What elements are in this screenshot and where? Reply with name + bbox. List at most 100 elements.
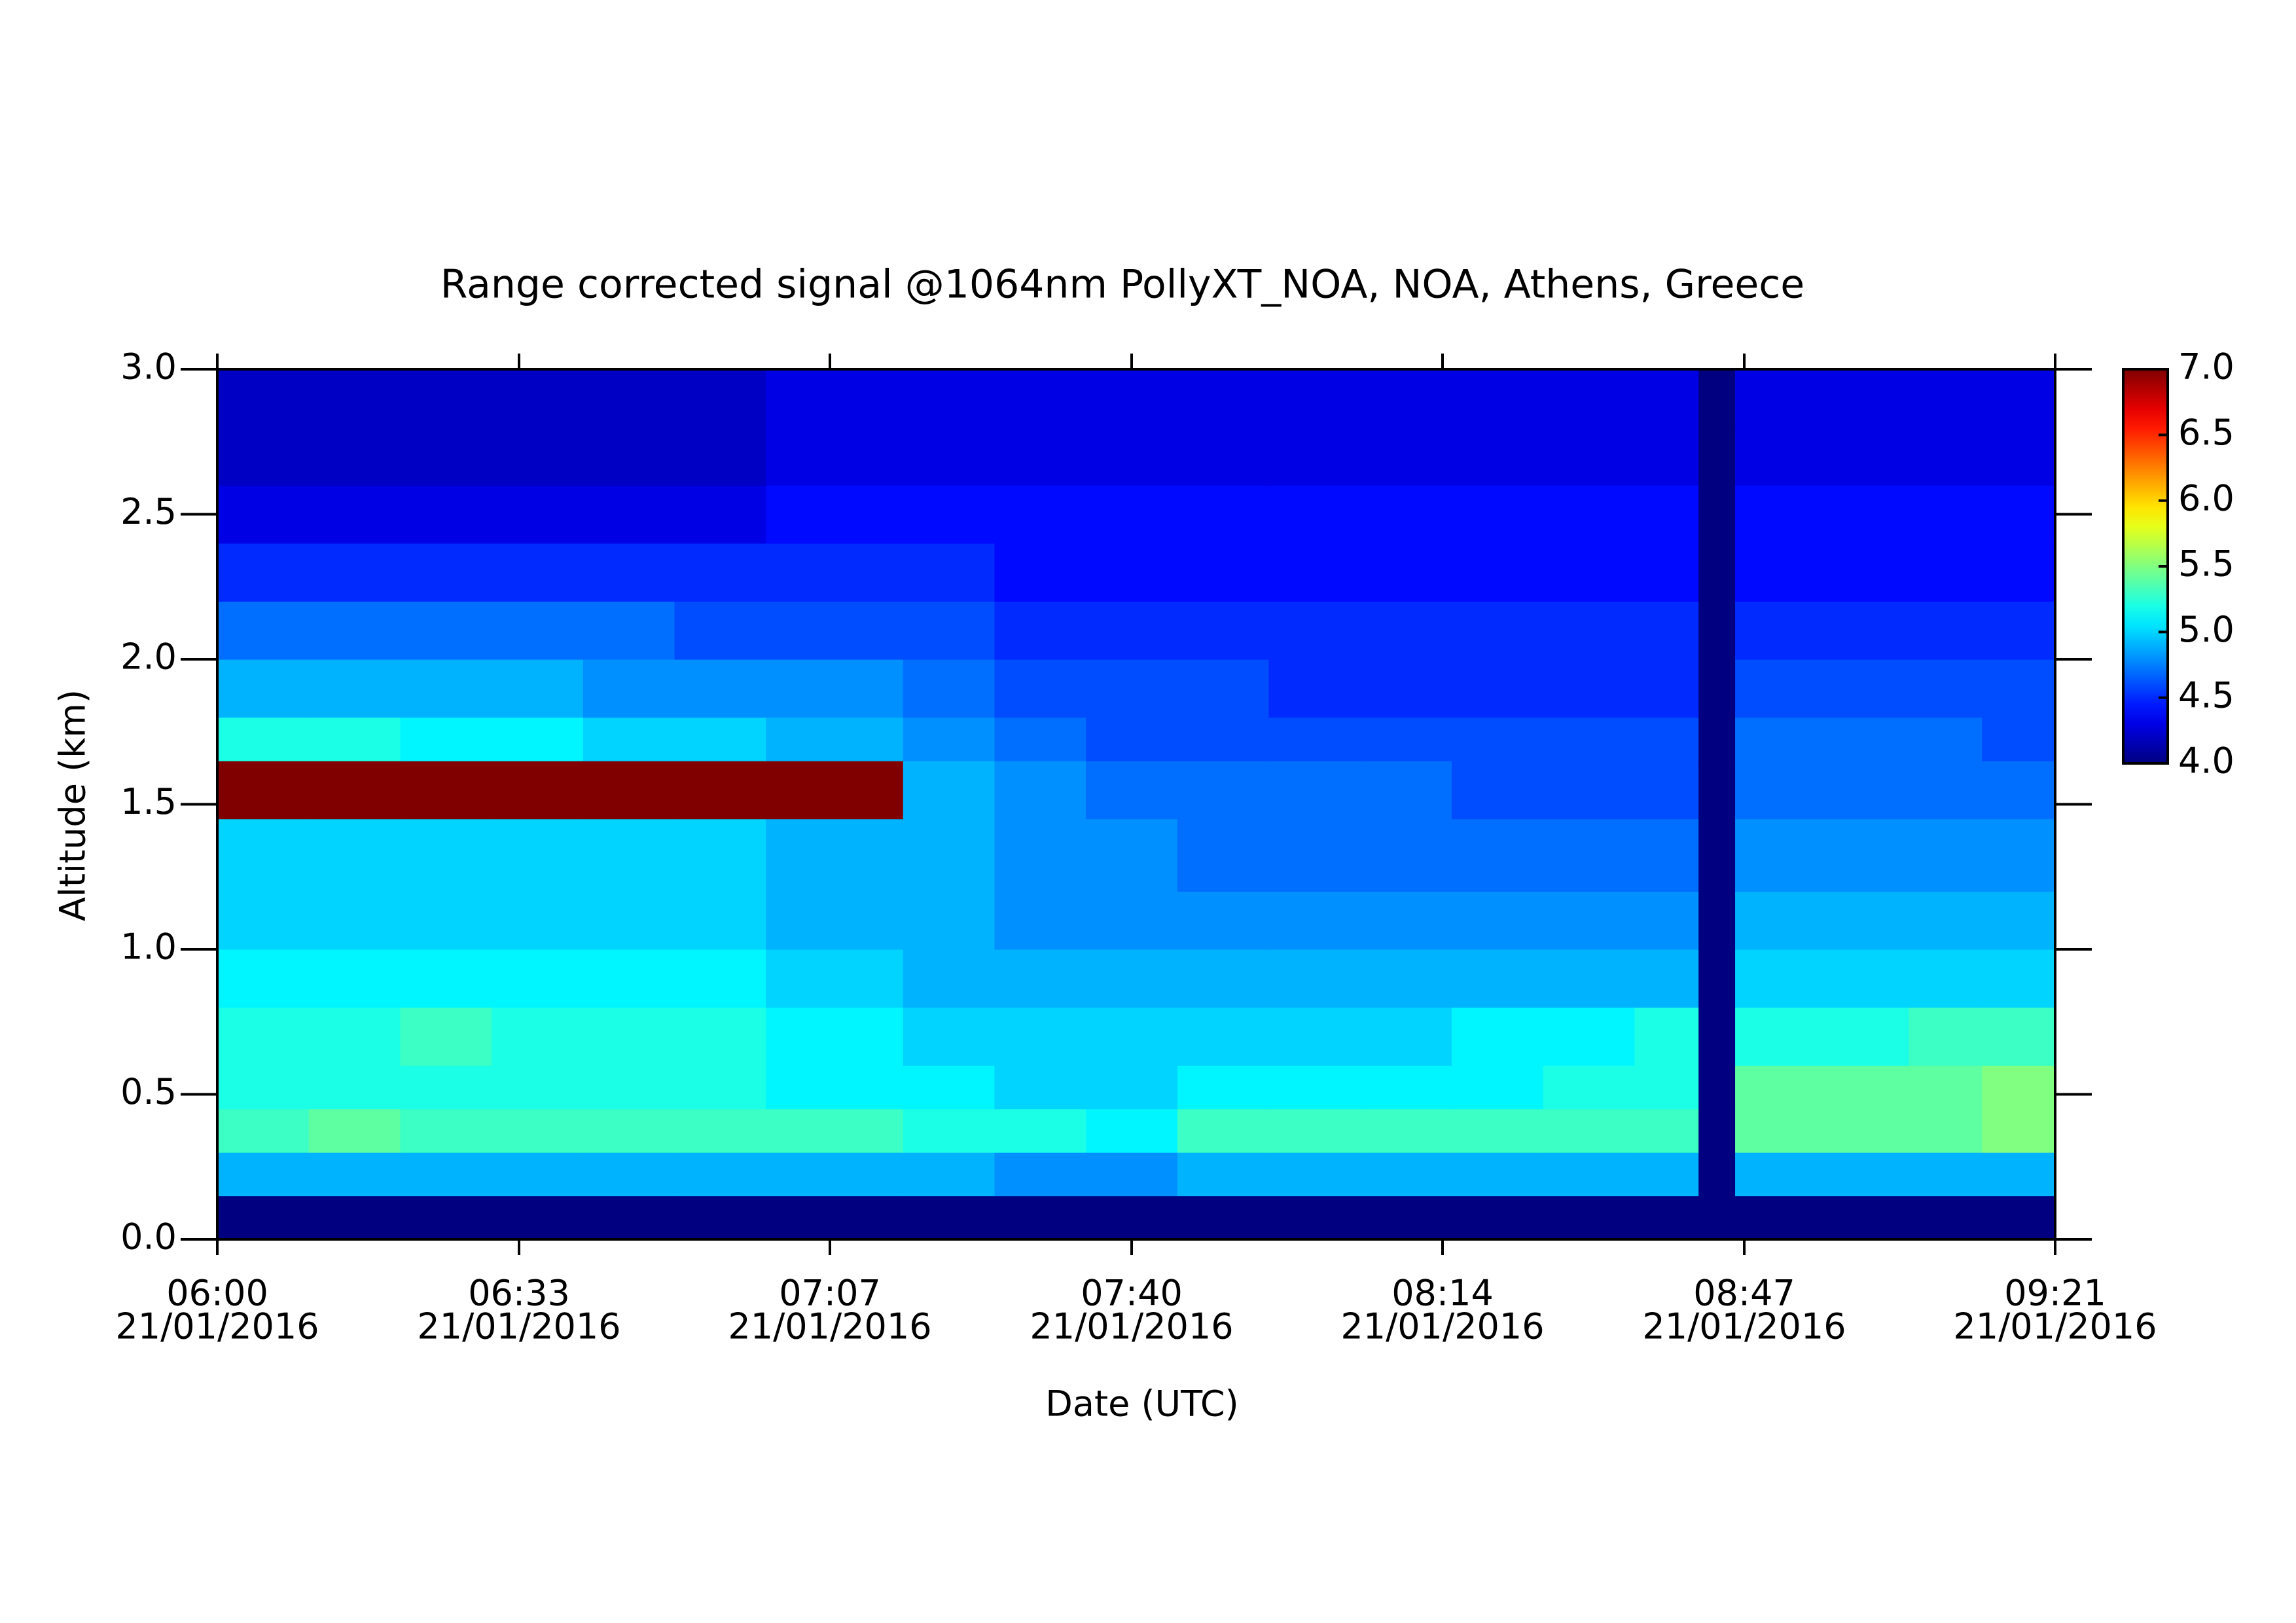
heatmap-cell — [1360, 601, 1452, 660]
heatmap-cell — [1817, 485, 1910, 544]
x-tick-label: 07:07 — [779, 1273, 881, 1314]
heatmap-cell — [1634, 543, 1699, 602]
heatmap-cell — [1735, 427, 1818, 486]
heatmap-cell — [217, 1065, 310, 1110]
heatmap-cell — [308, 1065, 401, 1110]
heatmap-cell — [1817, 601, 1910, 660]
heatmap-cell — [308, 1152, 401, 1197]
heatmap-cell — [766, 1065, 904, 1110]
heatmap-cell — [903, 818, 996, 892]
heatmap-cell — [583, 369, 675, 428]
heatmap-cell — [217, 818, 310, 892]
heatmap-cell — [1909, 369, 1982, 428]
x-tick-label: 21/01/2016 — [115, 1306, 319, 1347]
heatmap-cell — [1360, 818, 1452, 892]
heatmap-cell — [766, 543, 904, 602]
heatmap-cell — [308, 485, 401, 544]
heatmap-cell — [400, 717, 492, 761]
heatmap-cell — [1451, 1007, 1544, 1066]
heatmap-cell — [994, 1007, 1086, 1066]
heatmap-cell — [903, 1065, 996, 1110]
heatmap-cell — [1543, 1108, 1635, 1153]
heatmap-cell — [1982, 369, 2056, 428]
heatmap-cell — [1543, 818, 1635, 892]
heatmap-cell — [1177, 761, 1270, 820]
heatmap-cell — [583, 818, 675, 892]
heatmap-cell — [583, 1195, 675, 1240]
heatmap-cell — [1698, 1007, 1736, 1066]
heatmap-cell — [1268, 1007, 1361, 1066]
heatmap-cell — [1817, 818, 1910, 892]
heatmap-cell — [674, 369, 766, 428]
heatmap-cell — [1909, 717, 1982, 761]
heatmap-cell — [1982, 601, 2056, 660]
heatmap-cell — [1698, 818, 1736, 892]
heatmap-cell — [1177, 659, 1270, 718]
heatmap — [217, 369, 2056, 1240]
heatmap-cell — [1451, 949, 1544, 1008]
heatmap-cell — [492, 485, 584, 544]
heatmap-cell — [1086, 717, 1178, 761]
heatmap-cell — [674, 949, 766, 1008]
heatmap-cell — [217, 1007, 310, 1066]
heatmap-cell — [1543, 659, 1635, 718]
heatmap-cell — [1451, 369, 1544, 428]
heatmap-cell — [492, 1108, 584, 1153]
colorbar-tick-label: 5.5 — [2178, 543, 2234, 585]
heatmap-cell — [308, 761, 401, 820]
heatmap-cell — [674, 717, 766, 761]
heatmap-cell — [766, 1152, 904, 1197]
heatmap-cell — [1086, 949, 1178, 1008]
heatmap-cell — [1543, 1195, 1635, 1240]
heatmap-cell — [583, 717, 675, 761]
heatmap-cell — [766, 601, 904, 660]
colorbar-tick-label: 4.5 — [2178, 674, 2234, 716]
heatmap-cell — [674, 601, 766, 660]
heatmap-cell — [1451, 427, 1544, 486]
heatmap-cell — [1698, 717, 1736, 761]
heatmap-cell — [217, 1195, 310, 1240]
heatmap-cell — [1360, 1195, 1452, 1240]
heatmap-cell — [1177, 1195, 1270, 1240]
heatmap-cell — [400, 485, 492, 544]
y-tick-label: 1.5 — [120, 781, 177, 822]
heatmap-cell — [583, 601, 675, 660]
heatmap-cell — [1735, 1108, 1818, 1153]
heatmap-cell — [1268, 543, 1361, 602]
heatmap-cell — [492, 818, 584, 892]
heatmap-cell — [400, 1065, 492, 1110]
heatmap-cell — [1086, 761, 1178, 820]
heatmap-cell — [1177, 543, 1270, 602]
heatmap-cell — [1735, 485, 1818, 544]
heatmap-cell — [1543, 543, 1635, 602]
heatmap-cell — [217, 891, 310, 950]
heatmap-cell — [400, 818, 492, 892]
heatmap-cell — [1086, 1108, 1178, 1153]
heatmap-cell — [1177, 949, 1270, 1008]
heatmap-cell — [1817, 1152, 1910, 1197]
y-tick-label: 2.0 — [120, 636, 177, 678]
heatmap-cell — [492, 543, 584, 602]
heatmap-cell — [994, 485, 1086, 544]
heatmap-cell — [583, 1108, 675, 1153]
heatmap-cell — [1634, 761, 1699, 820]
heatmap-cell — [1451, 1108, 1544, 1153]
heatmap-cell — [1177, 601, 1270, 660]
heatmap-cell — [903, 543, 996, 602]
heatmap-cell — [674, 1195, 766, 1240]
heatmap-cell — [1735, 369, 1818, 428]
heatmap-cell — [1360, 1007, 1452, 1066]
heatmap-cell — [1909, 601, 1982, 660]
heatmap-cell — [1268, 1195, 1361, 1240]
heatmap-cell — [400, 369, 492, 428]
heatmap-cell — [994, 1152, 1086, 1197]
heatmap-cell — [308, 818, 401, 892]
heatmap-cell — [217, 485, 310, 544]
heatmap-cell — [766, 949, 904, 1008]
heatmap-cell — [903, 369, 996, 428]
heatmap-cell — [766, 659, 904, 718]
heatmap-cell — [492, 891, 584, 950]
heatmap-cell — [492, 1152, 584, 1197]
heatmap-cell — [1982, 761, 2056, 820]
